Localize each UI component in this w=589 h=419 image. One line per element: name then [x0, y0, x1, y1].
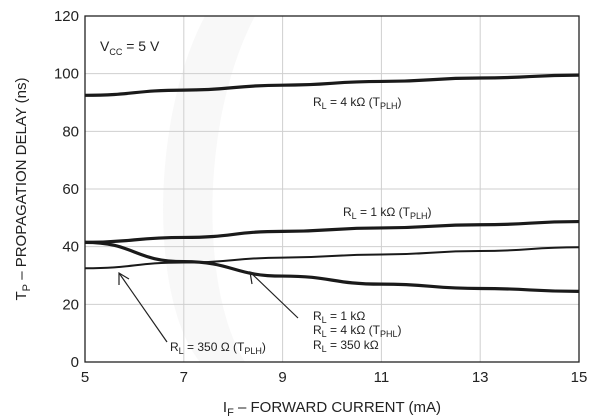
- y-tick-label: 80: [62, 123, 79, 140]
- plot-frame: [84, 15, 580, 363]
- x-axis-title: IF – FORWARD CURRENT (mA): [223, 399, 441, 419]
- annotation-r350-plh: RL = 350 Ω (TPLH): [170, 340, 266, 356]
- series-group: [84, 73, 580, 293]
- tick-labels: 5 7 9 11 13 15 0 20 40 60 80 100 120: [54, 8, 587, 386]
- y-tick-label: 20: [62, 296, 79, 313]
- grid: [85, 16, 579, 362]
- x-tick-label: 13: [472, 369, 489, 386]
- series-line-r4k-plh: [84, 73, 580, 97]
- leader-arrow-r350: [118, 272, 168, 343]
- annotation-phl-line2: RL = 4 kΩ (TPHL): [313, 323, 402, 339]
- x-tick-label: 15: [571, 369, 588, 386]
- x-tick-label: 7: [180, 369, 188, 386]
- annotation-r4k-plh: RL = 4 kΩ (TPLH): [313, 95, 402, 111]
- x-tick-label: 5: [81, 369, 89, 386]
- arrowhead-phl: [249, 271, 263, 285]
- x-tick-label: 9: [278, 369, 286, 386]
- annotation-phl-line3: RL = 350 kΩ: [313, 338, 379, 354]
- leader-arrow-phl: [249, 271, 299, 319]
- annotation-r1k-plh: RL = 1 kΩ (TPLH): [343, 205, 432, 221]
- x-tick-label: 11: [374, 369, 390, 386]
- series-line-r1k-plh: [84, 219, 580, 244]
- condition-label: VCC = 5 V: [100, 38, 160, 57]
- y-tick-label: 100: [54, 66, 79, 83]
- y-tick-label: 60: [62, 181, 79, 198]
- y-tick-label: 40: [62, 239, 79, 256]
- arrowhead-r350: [118, 271, 130, 285]
- y-tick-label: 120: [54, 8, 79, 25]
- y-tick-label: 0: [71, 354, 79, 371]
- series-line-phl: [84, 240, 580, 293]
- y-axis-title: TP – PROPAGATION DELAY (ns): [13, 78, 33, 301]
- series-line-r350-plh: [84, 246, 580, 270]
- annotation-phl-line1: RL = 1 kΩ: [313, 309, 365, 325]
